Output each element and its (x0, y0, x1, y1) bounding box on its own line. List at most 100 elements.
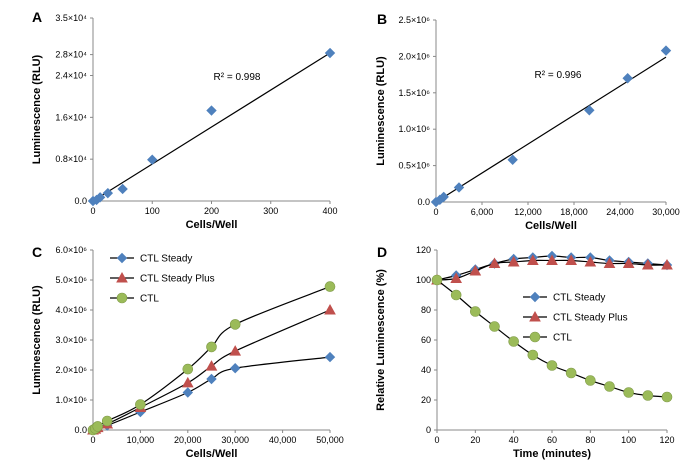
data-point (453, 182, 465, 193)
x-tick-label: 24,000 (606, 207, 634, 217)
legend: CTL Steady CTL Steady Plus CTL (110, 252, 215, 305)
series-ctl (87, 281, 336, 436)
legend-label: CTL Steady (140, 254, 192, 265)
data-point (565, 254, 578, 265)
y-tick-label: 5.0×10⁶ (56, 275, 88, 285)
series-line (92, 286, 331, 431)
y-tick-label: 0.0 (74, 425, 87, 435)
data-point (469, 264, 482, 276)
y-axis-label: Luminescence (RLU) (375, 56, 387, 166)
panel-letter: D (377, 244, 387, 260)
data-point (622, 73, 633, 84)
y-tick-label: 1.0×10⁶ (399, 124, 431, 134)
y-tick-label: 2.8×10⁴ (55, 50, 87, 60)
y-tick-label: 2.5×10⁶ (399, 15, 431, 25)
y-tick-label: 0.0 (74, 196, 87, 206)
x-tick-label: 40,000 (269, 435, 297, 445)
x-tick-label: 0 (434, 435, 439, 445)
data-point (660, 45, 672, 56)
y-tick-label: 6.0×10⁶ (56, 245, 88, 255)
x-tick-label: 100 (621, 435, 636, 445)
x-axis-label: Time (minutes) (513, 448, 591, 460)
panel-c: C 0.0 1.0×10⁶ 2.0×10⁶ 3.0×10⁶ 4.0×10⁶ 5.0×10⁶ 6… (31, 244, 344, 460)
data-point (603, 257, 616, 268)
y-tick-label: 2.4×10⁴ (55, 71, 87, 81)
x-tick-label: 300 (263, 206, 278, 216)
data-point (526, 254, 539, 265)
series-ctl-steady-plus (431, 254, 673, 285)
x-tick-label: 0 (90, 435, 95, 445)
legend-marker (529, 291, 541, 303)
x-tick-label: 200 (204, 206, 219, 216)
x-tick-label: 40 (509, 435, 519, 445)
data-point (489, 321, 500, 332)
panel-b: B 0.0 0.5×10⁶ 1.0×10⁶ 1.5×10⁶ 2.0×10⁶ 2.5×10⁶ 0… (375, 11, 680, 232)
data-point (182, 387, 194, 398)
data-point (450, 272, 463, 283)
data-point (102, 187, 114, 199)
panel-letter: C (32, 244, 42, 260)
legend-marker (529, 310, 541, 322)
data-point (324, 47, 336, 59)
y-tick-label: 2.0×10⁶ (56, 365, 88, 375)
x-tick-label: 30,000 (652, 207, 680, 217)
y-tick-label: 0.5×10⁶ (399, 161, 431, 171)
data-point (470, 306, 481, 317)
y-tick-label: 60 (421, 335, 431, 345)
x-tick-label: 50,000 (316, 435, 344, 445)
data-point (527, 349, 539, 361)
x-tick-label: 60 (547, 435, 557, 445)
y-tick-label: 3.0×10⁶ (56, 335, 88, 345)
data-point (507, 154, 518, 165)
x-tick-label: 80 (585, 435, 595, 445)
legend-label: CTL (140, 294, 159, 305)
series-line (436, 279, 668, 398)
data-point (206, 341, 217, 353)
data-point (641, 258, 654, 270)
x-tick-label: 12,000 (514, 207, 542, 217)
panel-letter: A (32, 9, 42, 25)
data-point (585, 375, 596, 386)
x-tick-label: 6,000 (471, 207, 494, 217)
x-axis-label: Cells/Well (525, 220, 577, 232)
y-tick-label: 100 (416, 275, 431, 285)
y-tick-label: 120 (416, 245, 431, 255)
x-axis-label: Cells/Well (186, 448, 238, 460)
data-point (431, 274, 443, 286)
x-tick-label: 100 (145, 206, 160, 216)
legend-label: CTL Steady Plus (553, 313, 628, 324)
y-tick-label: 20 (421, 395, 431, 405)
data-point (507, 255, 520, 267)
data-point (324, 281, 336, 292)
x-tick-label: 10,000 (127, 435, 155, 445)
series-ctl-steady-plus (87, 303, 336, 435)
y-tick-label: 4.0×10⁶ (56, 305, 88, 315)
data-point (661, 391, 673, 403)
data-point (117, 183, 128, 195)
data-point (101, 415, 113, 427)
legend-label: CTL Steady Plus (140, 274, 215, 285)
x-tick-label: 20 (470, 435, 480, 445)
data-point (623, 387, 634, 398)
data-point (604, 381, 615, 392)
data-point (450, 289, 462, 301)
y-tick-label: 2.0×10⁶ (399, 51, 431, 61)
data-point (205, 360, 218, 371)
legend-marker (116, 292, 128, 304)
data-point (135, 399, 146, 410)
data-point (584, 255, 597, 267)
data-point (642, 390, 654, 401)
data-point (584, 105, 595, 116)
data-point (324, 303, 336, 315)
legend-marker (529, 331, 541, 343)
data-point (92, 421, 104, 432)
x-tick-label: 400 (322, 206, 337, 216)
legend-marker (116, 271, 128, 283)
y-tick-label: 40 (421, 365, 431, 375)
y-tick-label: 0.8×10⁴ (55, 154, 87, 164)
data-point (565, 367, 577, 379)
x-tick-label: 0 (433, 207, 438, 217)
x-tick-label: 20,000 (174, 435, 202, 445)
panel-d: D 0 20 40 60 80 100 120 0 20 40 60 80 100 120 Time (min… (375, 244, 675, 460)
